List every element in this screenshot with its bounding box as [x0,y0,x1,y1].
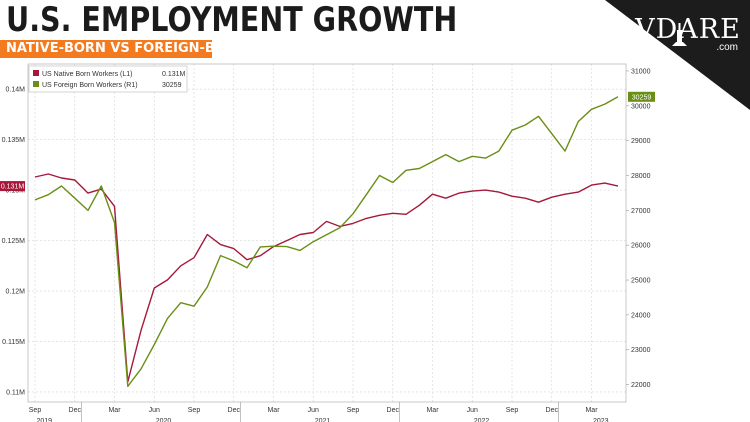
legend-value-native: 0.131M [162,71,186,78]
last-value-tag-native [0,181,25,192]
x-tick-label: Mar [267,407,280,414]
logo-suffix: .com [716,42,738,53]
x-tick-label: Sep [29,407,42,414]
chart-legend: US Native Born Workers (L1) 0.131M US Fo… [28,65,188,93]
x-year-label: 2023 [593,418,609,422]
x-tick-label: Dec [387,407,400,414]
x-tick-label: Dec [546,407,559,414]
y-left-tick-label: 0.12M [6,289,26,296]
chart: Sep Dec Mar Jun Sep Dec Mar Jun Sep Dec Mar Jun Sep D… [0,63,655,422]
y-right-tick-label: 30000 [631,103,651,110]
x-tick-label: Mar [426,407,439,414]
legend-swatch-foreign [33,81,39,87]
y-right-tick-label: 29000 [631,138,651,145]
y-right-tick-label: 27000 [631,208,651,215]
y-right-tick-label: 28000 [631,173,651,180]
series-line-native [34,173,619,383]
legend-box [28,65,188,93]
x-tick-label: Mar [585,407,598,414]
chart-axes [27,63,629,422]
x-tick-label: Dec [228,407,241,414]
y-left-tick-label: 0.115M [2,339,25,346]
chart-lines [34,96,619,387]
y-right-tick-label: 31000 [631,68,651,75]
x-tick-label: Sep [506,407,519,414]
last-value-label-native: 0.131M [1,184,25,191]
y-left-tick-label: 0.125M [2,238,26,245]
y-left-tick-label: 0.11M [6,389,25,396]
x-tick-label: Mar [108,407,121,414]
chart-labels: Sep Dec Mar Jun Sep Dec Mar Jun Sep Dec Mar Jun Sep D… [0,68,655,422]
last-value-tag-foreign [628,91,655,102]
legend-swatch-native [33,70,39,76]
x-tick-label: Dec [69,407,82,414]
x-year-label: 2021 [315,418,331,422]
x-tick-label: Sep [188,407,201,414]
y-right-tick-label: 24000 [631,312,651,319]
x-tick-label: Jun [149,407,160,414]
y-right-tick-label: 26000 [631,243,651,250]
legend-label-foreign: US Foreign Born Workers (R1) [42,82,138,89]
x-year-label: 2022 [474,418,490,422]
y-left-tick-label: 0.135M [2,137,26,144]
x-tick-label: Sep [347,407,360,414]
statue-icon [672,23,687,46]
y-right-tick-label: 25000 [631,278,651,285]
page-title: U.S. EMPLOYMENT GROWTH [6,0,458,40]
last-value-label-foreign: 30259 [632,94,652,101]
x-tick-label: Jun [467,407,478,414]
y-left-tick-label: 0.14M [6,87,26,94]
page-subtitle: NATIVE-BORN VS FOREIGN-BORN [0,40,212,58]
banner-shape [605,0,750,110]
y-right-tick-label: 22000 [631,382,651,389]
legend-value-foreign: 30259 [162,82,182,89]
legend-label-native: US Native Born Workers (L1) [42,71,133,78]
x-tick-label: Jun [308,407,319,414]
x-year-label: 2019 [36,418,52,422]
brand-banner: VDARE .com [605,0,750,110]
logo-text: VDARE [634,14,741,45]
x-year-label: 2020 [156,418,172,422]
chart-grid [28,64,626,402]
series-line-foreign [34,96,619,387]
y-left-tick-label: 0.13M [6,188,26,195]
plot-frame [27,63,627,403]
y-right-tick-label: 23000 [631,347,651,354]
